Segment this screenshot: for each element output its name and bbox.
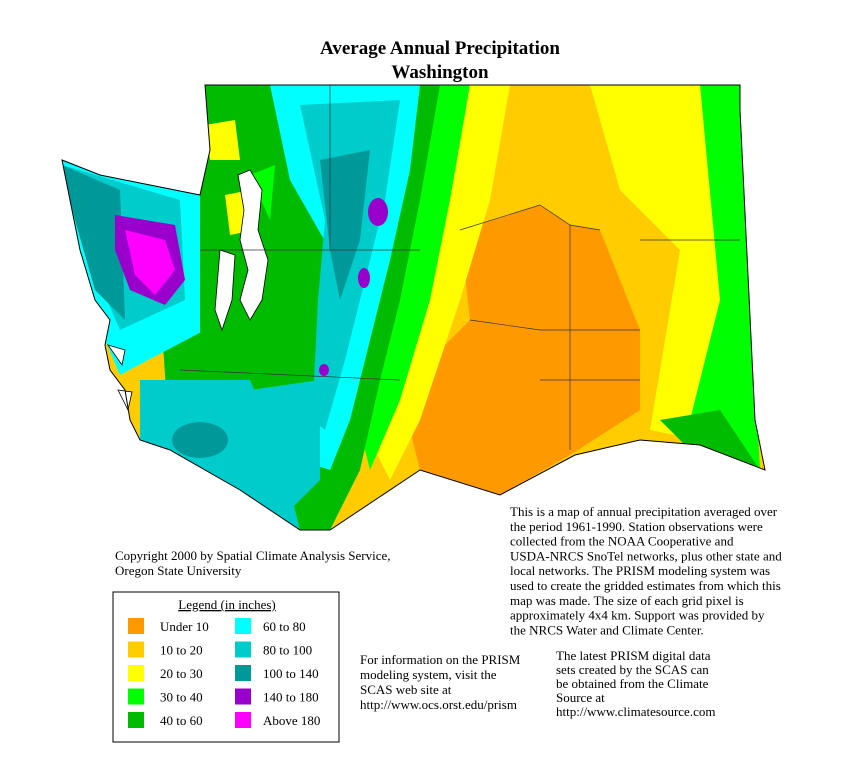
legend-swatch xyxy=(235,641,251,658)
copyright: Copyright 2000 by Spatial Climate Analys… xyxy=(115,548,391,578)
text-line: approximately 4x4 km. Support was provid… xyxy=(510,608,765,623)
text-line: modeling system, visit the xyxy=(360,667,497,682)
text-line: Copyright 2000 by Spatial Climate Analys… xyxy=(115,548,391,563)
legend-label: 20 to 30 xyxy=(160,666,203,681)
water xyxy=(107,169,269,412)
text-line: The latest PRISM digital data xyxy=(556,648,711,663)
text-line: map was made. The size of each grid pixe… xyxy=(510,593,744,608)
text-line: the period 1961-1990. Station observatio… xyxy=(510,519,763,534)
legend-label: 30 to 40 xyxy=(160,690,203,705)
legend-label: 10 to 20 xyxy=(160,643,203,658)
legend-swatch xyxy=(235,618,251,634)
state-outline xyxy=(61,84,766,531)
legend-label: 100 to 140 xyxy=(263,666,319,681)
text-line: Oregon State University xyxy=(115,563,242,578)
legend-label: Above 180 xyxy=(263,713,320,728)
title: Average Annual Precipitation xyxy=(320,38,560,59)
text-line: http://www.ocs.orst.edu/prism xyxy=(360,697,517,712)
text-line: local networks. The PRISM modeling syste… xyxy=(510,563,770,578)
legend-swatch xyxy=(128,618,144,634)
legend-title: Legend (in inches) xyxy=(178,597,275,612)
legend-label: 60 to 80 xyxy=(263,619,306,634)
legend-label: 140 to 180 xyxy=(263,690,319,705)
map xyxy=(62,85,765,530)
legend-swatch xyxy=(235,665,251,681)
legend-swatch xyxy=(235,712,251,728)
text-line: For information on the PRISM xyxy=(360,652,521,667)
text-line: be obtained from the Climate xyxy=(556,676,709,691)
text-line: http://www.climatesource.com xyxy=(556,704,715,719)
legend-swatch xyxy=(235,688,251,705)
legend: Legend (in inches) Under 10 10 to 20 20 to… xyxy=(112,591,340,743)
subtitle: Washington xyxy=(391,62,489,83)
legend-swatch xyxy=(128,641,144,658)
text-line: used to create the gridded estimates fro… xyxy=(510,578,781,593)
text-line: USDA-NRCS SnoTel networks, plus other st… xyxy=(510,548,782,563)
text-line: collected from the NOAA Cooperative and xyxy=(510,534,734,549)
legend-swatch xyxy=(128,688,144,705)
text-line: sets created by the SCAS can xyxy=(556,662,709,677)
legend-swatch xyxy=(128,712,144,728)
text-line: This is a map of annual precipitation av… xyxy=(510,504,778,519)
description: This is a map of annual precipitation av… xyxy=(510,504,782,637)
legend-label: 40 to 60 xyxy=(160,713,203,728)
legend-label: 80 to 100 xyxy=(263,643,312,658)
text-line: the NRCS Water and Climate Center. xyxy=(510,622,704,637)
text-line: Source at xyxy=(556,690,605,705)
county-lines xyxy=(179,85,740,450)
text-line: SCAS web site at xyxy=(360,682,452,697)
legend-label: Under 10 xyxy=(160,619,209,634)
legend-swatch xyxy=(128,665,144,681)
